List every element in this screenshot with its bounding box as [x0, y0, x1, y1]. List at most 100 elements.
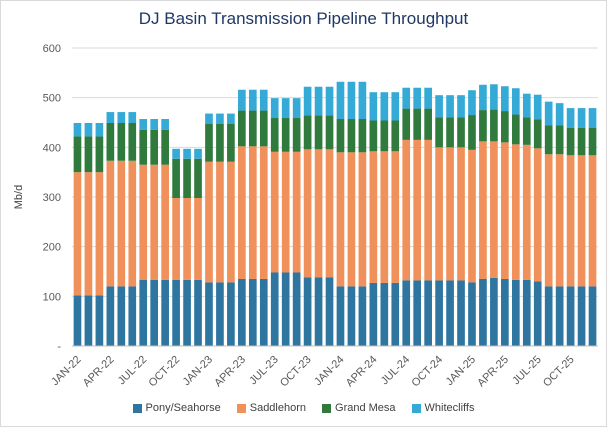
bar-whitecliffs [128, 112, 137, 123]
bar-pony-seahorse [566, 286, 575, 346]
x-tick-label: JAN-22 [49, 354, 83, 388]
bar-whitecliffs [391, 92, 400, 121]
y-axis-label: Mb/d [13, 185, 25, 209]
bar-whitecliffs [501, 86, 509, 112]
bar-pony-seahorse [150, 279, 159, 346]
bar-whitecliffs [303, 86, 312, 116]
bar-whitecliffs [457, 95, 465, 118]
bar-whitecliffs [194, 148, 202, 159]
bar-saddlehorn [216, 161, 224, 283]
bar-grand-mesa [446, 117, 454, 148]
bar-saddlehorn [490, 141, 498, 278]
bar-whitecliffs [106, 112, 115, 123]
bar-saddlehorn [227, 161, 235, 283]
bar-saddlehorn [435, 147, 443, 281]
bar-pony-seahorse [522, 279, 531, 346]
bar-saddlehorn [314, 149, 323, 278]
bar-saddlehorn [533, 148, 542, 282]
bar-pony-seahorse [413, 280, 422, 346]
bar-grand-mesa [577, 127, 586, 156]
bar-saddlehorn [544, 154, 553, 287]
bar-whitecliffs [270, 98, 279, 119]
y-tick-label: 500 [43, 93, 61, 105]
y-tick-label: - [57, 341, 61, 353]
bar-saddlehorn [555, 154, 564, 287]
bar-whitecliffs [84, 123, 93, 137]
bar-whitecliffs [292, 98, 301, 119]
bar-pony-seahorse [402, 280, 411, 346]
bar-pony-seahorse [424, 280, 432, 346]
y-tick-label: 600 [43, 43, 61, 55]
x-tick-label: JUL-24 [379, 354, 413, 388]
bar-grand-mesa [479, 110, 487, 142]
bar-pony-seahorse [95, 295, 104, 346]
bar-grand-mesa [194, 158, 202, 198]
bar-grand-mesa [128, 123, 137, 161]
bar-whitecliffs [238, 89, 246, 111]
x-tick-label: OCT-22 [147, 354, 183, 390]
bar-whitecliffs [358, 81, 367, 120]
bar-grand-mesa [303, 115, 312, 150]
bar-grand-mesa [522, 117, 531, 145]
x-tick-label: OCT-23 [278, 354, 314, 390]
bar-grand-mesa [490, 109, 498, 142]
bar-pony-seahorse [358, 286, 367, 346]
bar-saddlehorn [95, 172, 104, 296]
bar-saddlehorn [588, 155, 597, 287]
bar-whitecliffs [227, 113, 235, 124]
bar-saddlehorn [347, 152, 356, 287]
legend-swatch [236, 403, 246, 413]
bar-whitecliffs [533, 94, 542, 120]
legend-item: Saddlehorn [236, 402, 307, 414]
bar-grand-mesa [391, 120, 400, 152]
bar-pony-seahorse [139, 279, 148, 346]
bar-grand-mesa [172, 158, 180, 198]
x-tick-label: APR-24 [344, 354, 380, 390]
bar-whitecliffs [139, 119, 148, 130]
bar-saddlehorn [446, 147, 454, 281]
bar-whitecliffs [172, 148, 180, 159]
bar-whitecliffs [413, 87, 422, 109]
bar-saddlehorn [270, 151, 279, 273]
bar-whitecliffs [446, 95, 454, 118]
bar-grand-mesa [205, 123, 213, 162]
bar-whitecliffs [490, 84, 498, 110]
bar-saddlehorn [281, 151, 290, 273]
bar-grand-mesa [468, 115, 476, 150]
legend-label: Saddlehorn [249, 402, 307, 414]
bar-whitecliffs [325, 86, 334, 116]
bar-saddlehorn [128, 160, 137, 287]
bar-whitecliffs [183, 148, 191, 159]
bar-saddlehorn [150, 164, 159, 280]
bar-whitecliffs [95, 123, 104, 137]
bar-pony-seahorse [303, 277, 312, 346]
bar-saddlehorn [336, 152, 345, 287]
bar-whitecliffs [150, 119, 159, 130]
bar-grand-mesa [161, 129, 169, 165]
bar-pony-seahorse [270, 272, 279, 346]
bar-pony-seahorse [205, 282, 213, 346]
bar-whitecliffs [73, 123, 82, 137]
bar-whitecliffs [205, 113, 213, 124]
bar-pony-seahorse [347, 286, 356, 346]
bar-whitecliffs [522, 93, 531, 118]
x-tick-label: APR-23 [212, 354, 248, 390]
bar-pony-seahorse [216, 282, 224, 346]
bar-whitecliffs [248, 89, 257, 111]
x-tick-label: OCT-25 [541, 354, 577, 390]
legend-swatch [132, 403, 142, 413]
bar-saddlehorn [205, 161, 213, 283]
bar-grand-mesa [435, 117, 443, 148]
legend-swatch [322, 403, 332, 413]
bar-pony-seahorse [555, 286, 564, 346]
bar-whitecliffs [161, 119, 169, 130]
bar-grand-mesa [150, 129, 159, 165]
bar-whitecliffs [544, 101, 553, 126]
bar-whitecliffs [588, 108, 597, 128]
bar-pony-seahorse [73, 295, 82, 346]
bar-pony-seahorse [84, 295, 93, 346]
bar-grand-mesa [457, 117, 465, 148]
bar-grand-mesa [347, 119, 356, 153]
bar-pony-seahorse [292, 272, 301, 346]
bar-saddlehorn [238, 146, 246, 279]
